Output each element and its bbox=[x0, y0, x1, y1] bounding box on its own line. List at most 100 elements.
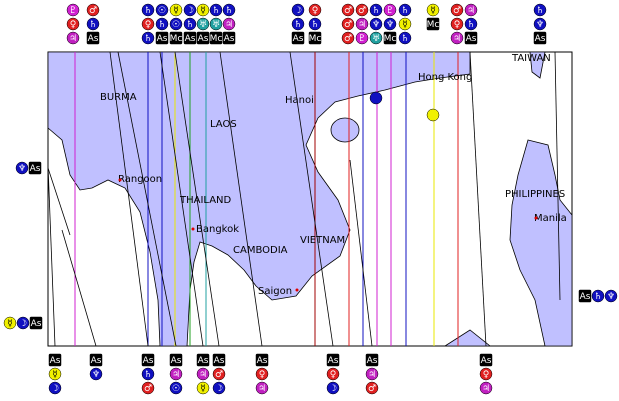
glyph-box bbox=[212, 353, 226, 367]
glyph: ♄ bbox=[536, 6, 544, 16]
glyph-box bbox=[398, 31, 412, 45]
glyph-box bbox=[355, 17, 369, 31]
glyph: ♇ bbox=[69, 6, 77, 16]
glyph: Mc bbox=[309, 34, 322, 44]
glyph-box bbox=[86, 31, 100, 45]
glyph-box bbox=[169, 3, 183, 17]
asc-line bbox=[349, 159, 373, 347]
glyph-box bbox=[169, 367, 183, 381]
glyph-box bbox=[169, 31, 183, 45]
glyph: ♇ bbox=[386, 6, 394, 16]
glyph-box bbox=[398, 3, 412, 17]
glyph: ♃ bbox=[258, 384, 266, 394]
place-label: Hong Kong bbox=[418, 72, 472, 83]
glyph: ♂ bbox=[344, 20, 352, 30]
glyph-box bbox=[196, 17, 210, 31]
glyph: Mc bbox=[427, 20, 440, 30]
asc-line bbox=[469, 51, 487, 347]
glyph-box bbox=[196, 353, 210, 367]
asc-line bbox=[174, 51, 220, 347]
glyph-box bbox=[255, 381, 269, 395]
asc-line bbox=[219, 51, 263, 347]
glyph-box bbox=[86, 17, 100, 31]
glyph-box bbox=[169, 381, 183, 395]
glyph-box bbox=[450, 31, 464, 45]
glyph: ♆ bbox=[536, 20, 544, 30]
asc-line bbox=[61, 229, 97, 347]
glyph: Mc bbox=[384, 34, 397, 44]
glyph-box bbox=[222, 3, 236, 17]
glyph-box bbox=[66, 17, 80, 31]
glyph-box bbox=[291, 31, 305, 45]
glyph-box bbox=[212, 367, 226, 381]
glyph: ♆ bbox=[18, 164, 26, 174]
glyph-box bbox=[141, 367, 155, 381]
glyph: As bbox=[466, 34, 477, 44]
glyph-box bbox=[341, 3, 355, 17]
glyph-box bbox=[464, 31, 478, 45]
glyph: As bbox=[293, 34, 304, 44]
glyph: ♂ bbox=[215, 370, 223, 380]
marker bbox=[369, 91, 383, 105]
glyph-box bbox=[48, 381, 62, 395]
place-label: Saigon bbox=[258, 286, 292, 297]
glyph: ♄ bbox=[144, 34, 152, 44]
glyph-box bbox=[155, 17, 169, 31]
glyph: ☿ bbox=[402, 20, 408, 30]
glyph-box bbox=[196, 3, 210, 17]
glyph: ☽ bbox=[215, 384, 223, 394]
glyph-box bbox=[255, 353, 269, 367]
glyph: ♄ bbox=[401, 34, 409, 44]
place-label: THAILAND bbox=[179, 195, 232, 206]
asc-line bbox=[117, 51, 177, 347]
glyph-box bbox=[3, 316, 17, 330]
glyph: Mc bbox=[170, 34, 183, 44]
glyph-box bbox=[196, 31, 210, 45]
glyph: As bbox=[198, 356, 209, 366]
glyph: ♄ bbox=[401, 6, 409, 16]
glyph: As bbox=[328, 356, 339, 366]
city-dot bbox=[295, 288, 299, 292]
asc-line bbox=[47, 167, 71, 236]
glyph-box bbox=[48, 353, 62, 367]
glyph: ♀ bbox=[145, 20, 152, 30]
glyph-box bbox=[326, 367, 340, 381]
glyph-box bbox=[341, 31, 355, 45]
marker bbox=[426, 108, 440, 122]
glyph: ♄ bbox=[144, 370, 152, 380]
glyph: ♂ bbox=[344, 6, 352, 16]
glyph: ♂ bbox=[368, 384, 376, 394]
glyph-box bbox=[169, 17, 183, 31]
glyph-box bbox=[15, 161, 29, 175]
mainland bbox=[47, 51, 471, 347]
glyph-box bbox=[141, 3, 155, 17]
glyph: ♄ bbox=[186, 20, 194, 30]
glyph: As bbox=[535, 34, 546, 44]
glyph-box bbox=[369, 17, 383, 31]
glyph: ♄ bbox=[467, 20, 475, 30]
glyph: ☽ bbox=[186, 6, 194, 16]
glyph-box bbox=[479, 381, 493, 395]
glyph-box bbox=[450, 3, 464, 17]
glyph-box bbox=[196, 381, 210, 395]
glyph: As bbox=[185, 34, 196, 44]
asc-line bbox=[289, 51, 334, 347]
asc-line bbox=[159, 51, 204, 347]
glyph-box bbox=[291, 17, 305, 31]
glyph-box bbox=[464, 17, 478, 31]
glyph-box bbox=[209, 31, 223, 45]
glyph-box bbox=[426, 3, 440, 17]
glyph-box bbox=[155, 3, 169, 17]
glyph: ♄ bbox=[372, 6, 380, 16]
glyph: ♂ bbox=[453, 6, 461, 16]
glyph: As bbox=[481, 356, 492, 366]
glyph-box bbox=[341, 17, 355, 31]
glyph-box bbox=[326, 381, 340, 395]
glyph-box bbox=[369, 3, 383, 17]
glyph: ☽ bbox=[294, 6, 302, 16]
glyph-box bbox=[48, 367, 62, 381]
place-label: LAOS bbox=[210, 119, 237, 130]
asc-line bbox=[109, 51, 149, 347]
glyph-box bbox=[28, 161, 42, 175]
glyph: ♆ bbox=[372, 20, 380, 30]
